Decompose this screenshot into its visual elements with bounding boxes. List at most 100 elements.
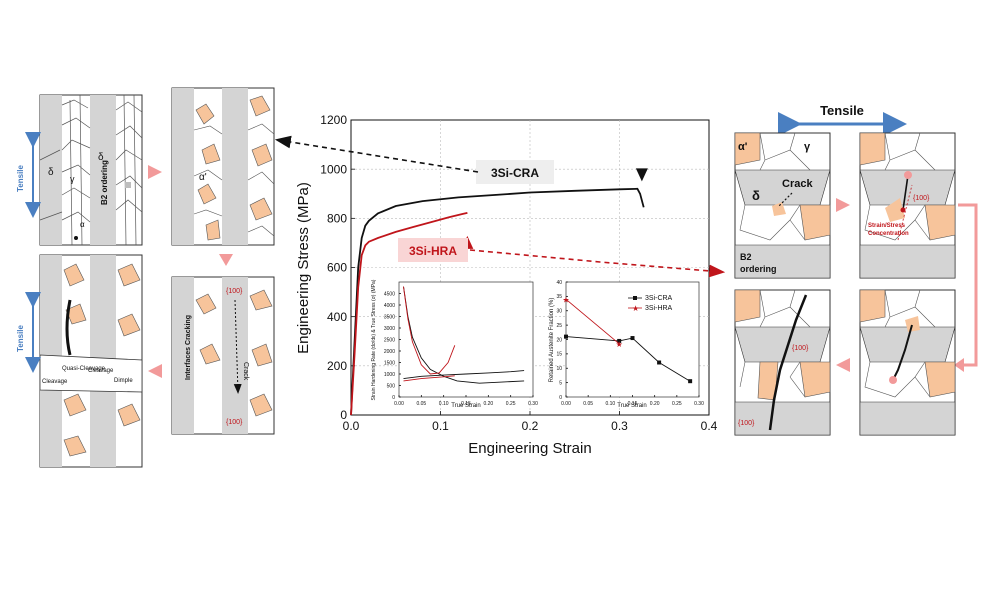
inset2-ytick: 10: [556, 366, 562, 372]
inset-retained-austenite: 0.00 0.05 0.10 0.15 0.20 0.25 0.30 0 5 10 15 20 25 30…: [549, 280, 704, 409]
arrow-hra-to-right: [469, 249, 726, 278]
main-ylabel: Engineering Stress (MPa): [295, 182, 312, 354]
left-tensile-top: Tensile: [16, 132, 41, 218]
tensile-label-top: Tensile: [16, 164, 25, 192]
inset2-point-cra: [617, 338, 622, 343]
inset2-ylabel: Retained Austenite Fraction (%): [549, 298, 555, 383]
label-crack-left: Crack: [242, 362, 249, 381]
main-xlabel: Engineering Strain: [468, 440, 591, 457]
inset2-legend: 3Si-CRA ★ 3Si-HRA: [628, 295, 673, 313]
label-3si-hra: 3Si-HRA: [409, 244, 457, 258]
inset2-ytick: 0: [559, 395, 562, 401]
main-marker-cra: [635, 168, 648, 182]
label-gamma: γ: [70, 174, 75, 184]
inset1-ytick: 500: [387, 383, 396, 389]
label-quasi-cleavage: Quasi-Cleavage: [62, 366, 106, 372]
label-plane-top: {100}: [226, 288, 243, 295]
right-plane-2: {100}: [792, 345, 809, 352]
label-box-cra: [476, 160, 554, 184]
inset1-xtick: 0.15: [461, 401, 471, 407]
inset2-xtick: 0.20: [650, 401, 660, 407]
label-b2-ordering: B2 ordering: [100, 160, 109, 205]
inset-strain-hardening: 0.00 0.05 0.10 0.15 0.20 0.25 0.30 0 500 1000 1500…: [371, 279, 538, 409]
inset2-point-cra: [564, 334, 568, 339]
inset1-ytick: 1000: [384, 372, 395, 378]
main-ytick: 0: [340, 408, 347, 422]
inset1-ytick: 4000: [384, 303, 395, 309]
main-xtick: 0.0: [343, 419, 360, 433]
inset1-xtick: 0.30: [528, 401, 538, 407]
inset1-xtick: 0.20: [483, 401, 493, 407]
left-panel-1: δ δ γ α B2 ordering: [39, 94, 143, 246]
right-tensile-label: Tensile: [820, 103, 864, 118]
inset2-ytick: 35: [556, 294, 562, 300]
tensile-label-bottom: Tensile: [16, 324, 25, 352]
main-ytick: 1200: [320, 113, 347, 127]
main-ytick: 800: [327, 212, 347, 226]
label-delta-b: δ: [98, 152, 104, 163]
flow-arrow-3: [148, 364, 162, 378]
left-panel-4: Cleavage Quasi-Cleavage Cleavage Dimple: [39, 254, 143, 468]
inset1-xtick: 0.00: [394, 401, 404, 407]
inset1-ylabel: Strain Hardening Rate (dσ/dε) & True Str…: [371, 279, 377, 400]
label-alpha: α: [80, 220, 85, 229]
inset1-ytick: 1500: [384, 360, 395, 366]
inset2-xtick: 0.05: [583, 401, 593, 407]
inset1-ytick: 2000: [384, 349, 395, 355]
inset1-xtick: 0.05: [416, 401, 426, 407]
right-panel-1: α' γ δ Crack B2 ordering: [734, 132, 831, 279]
main-series-cra: [350, 187, 645, 416]
right-alpha-prime: α': [738, 141, 748, 153]
inset2-series-hra: [565, 298, 620, 345]
inset1-xtick: 0.25: [506, 401, 516, 407]
inset2-ytick: 20: [556, 337, 562, 343]
label-dimple: Dimple: [114, 378, 133, 384]
inset1-ytick: 3000: [384, 326, 395, 332]
svg-text:★: ★: [632, 304, 639, 313]
inset2-point-cra: [630, 336, 635, 341]
main-ytick: 400: [327, 310, 347, 324]
right-flow-arrow-1: [836, 198, 850, 212]
right-b2-1: B2: [740, 252, 752, 262]
main-xtick: 0.3: [611, 419, 628, 433]
inset1-series-1: [403, 286, 456, 375]
label-cleavage-2: Cleavage: [88, 368, 114, 374]
main-series-hra: [350, 212, 468, 416]
label-box-hra: [398, 238, 468, 262]
right-crack: Crack: [782, 178, 813, 190]
label-delta-a: δ: [48, 167, 54, 178]
left-tensile-bottom: Tensile: [16, 292, 41, 373]
right-flow-arrow-2: [954, 358, 964, 372]
inset1-ytick: 0: [392, 395, 395, 401]
inset1-ytick: 4500: [384, 291, 395, 297]
left-panel-3: {100} {100} Crack Interfaces Cracking: [171, 276, 275, 435]
right-plane-1: {100}: [913, 195, 930, 202]
label-3si-cra: 3Si-CRA: [491, 166, 539, 180]
right-concentration-1: Strain/Stress: [868, 223, 906, 229]
right-flow-arrow-3: [836, 358, 850, 372]
right-tensile: Tensile: [778, 103, 907, 136]
right-delta: δ: [752, 188, 760, 203]
inset1-series-3: [403, 375, 455, 382]
inset1-ytick: 3500: [384, 314, 395, 320]
label-alpha-prime-left: α': [199, 172, 207, 183]
inset2-point-hra: ★: [562, 295, 569, 304]
right-panel-3: [859, 289, 956, 436]
inset2-legend-cra: 3Si-CRA: [645, 295, 673, 302]
inset2-ytick: 25: [556, 323, 562, 329]
main-ytick: 1000: [320, 162, 347, 176]
inset2-point-hra: ★: [616, 340, 623, 349]
inset2-xtick: 0.10: [605, 401, 615, 407]
label-plane-bottom: {100}: [226, 419, 243, 426]
inset2-ytick: 30: [556, 309, 562, 315]
label-cleavage: Cleavage: [42, 379, 68, 385]
inset2-xtick: 0.25: [672, 401, 682, 407]
inset2-ytick: 5: [559, 380, 562, 386]
inset2-xlabel: True Strain: [617, 403, 646, 409]
inset2-point-cra: [688, 379, 693, 384]
flow-arrow-1: [148, 165, 162, 179]
inset1-xlabel: True Strain: [451, 403, 480, 409]
inset2-ytick: 40: [556, 280, 562, 286]
label-interfaces-cracking: Interfaces Cracking: [185, 315, 192, 380]
